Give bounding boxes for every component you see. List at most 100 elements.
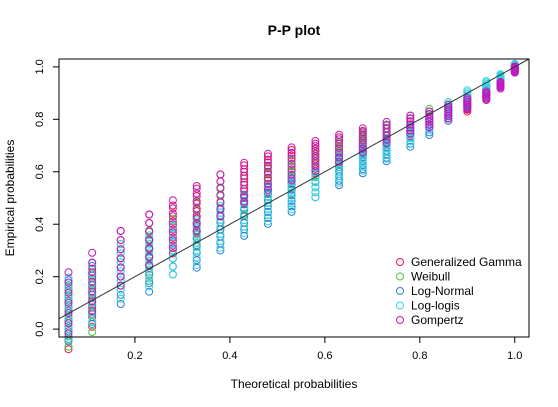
data-point [287,180,296,189]
data-point [287,165,296,174]
data-point [116,263,125,272]
data-point [64,317,73,325]
data-point [425,120,434,129]
data-point [482,95,491,104]
data-point [64,288,73,297]
data-point [145,279,154,288]
data-points-layer [64,59,519,354]
data-point [168,220,177,229]
data-point [64,345,73,354]
data-point [287,207,296,216]
legend-label: Generalized Gamma [411,255,522,269]
data-point [358,154,367,163]
data-point [263,199,272,208]
data-point [145,219,154,227]
data-point [287,196,296,205]
data-point [358,132,367,141]
data-point [263,179,272,188]
data-point [64,334,73,343]
data-point [145,287,154,296]
data-point [311,152,320,160]
data-point [192,227,201,235]
data-point [168,228,177,237]
data-point [116,300,125,308]
data-point [263,149,272,158]
data-point [287,170,296,179]
data-point [168,244,177,253]
data-point [358,166,367,175]
data-point [116,240,125,249]
x-axis-label: Theoretical probabilities [231,377,358,391]
data-point [216,170,225,179]
data-point [192,261,201,270]
legend-label: Log-Normal [411,284,474,298]
data-point [287,143,296,152]
data-point [311,173,320,182]
data-point [116,249,125,258]
data-point [358,158,367,167]
data-point [335,139,344,148]
data-point [116,227,125,235]
data-point [168,209,177,218]
data-point [145,273,154,282]
data-point [145,253,154,261]
data-point [64,337,73,346]
data-point [64,278,73,287]
data-point [168,233,177,242]
data-point [287,194,296,203]
data-point [287,191,296,200]
data-point [287,188,296,197]
data-point [287,202,296,211]
data-point [116,272,125,281]
data-point [168,217,177,226]
data-point [64,342,73,351]
data-point [88,297,97,306]
y-tick-label: 0.8 [34,112,46,127]
y-tick-label: 0.0 [34,321,46,336]
data-point [64,327,73,336]
data-point [425,123,434,132]
data-point [335,169,344,178]
data-point [311,193,320,202]
data-point [116,258,125,267]
y-axis-label: Empirical probabilities [3,140,17,257]
data-point [145,227,154,236]
data-point [168,241,177,250]
data-point [463,105,472,113]
data-point [263,155,272,164]
data-point [168,222,177,231]
data-point [168,212,177,221]
legend-marker [396,287,404,295]
data-point [425,112,434,121]
data-point [358,136,367,145]
data-point [64,276,73,285]
data-point [335,174,344,183]
data-point [287,148,296,157]
data-point [64,283,73,292]
data-point [263,167,272,176]
chart-title: P-P plot [268,22,321,38]
x-tick-label: 0.8 [412,350,427,362]
data-point [311,162,320,170]
x-tick-label: 0.2 [127,350,142,362]
data-point [482,85,491,94]
legend: Generalized GammaWeibullLog-NormalLog-lo… [396,255,522,327]
y-tick-label: 0.6 [34,164,46,179]
data-point [263,152,272,161]
data-point [263,201,272,210]
data-point [311,188,320,197]
reference-line [58,58,530,320]
data-point [216,243,225,252]
data-point [168,201,177,210]
data-point [116,294,125,303]
data-point [64,298,73,307]
data-point [287,199,296,208]
data-point [116,236,125,245]
data-point [88,248,97,257]
data-point [287,156,296,165]
data-point [287,151,296,160]
data-point [263,185,272,194]
data-point [335,153,344,162]
data-point [116,281,125,290]
x-tick-label: 0.4 [222,350,237,362]
